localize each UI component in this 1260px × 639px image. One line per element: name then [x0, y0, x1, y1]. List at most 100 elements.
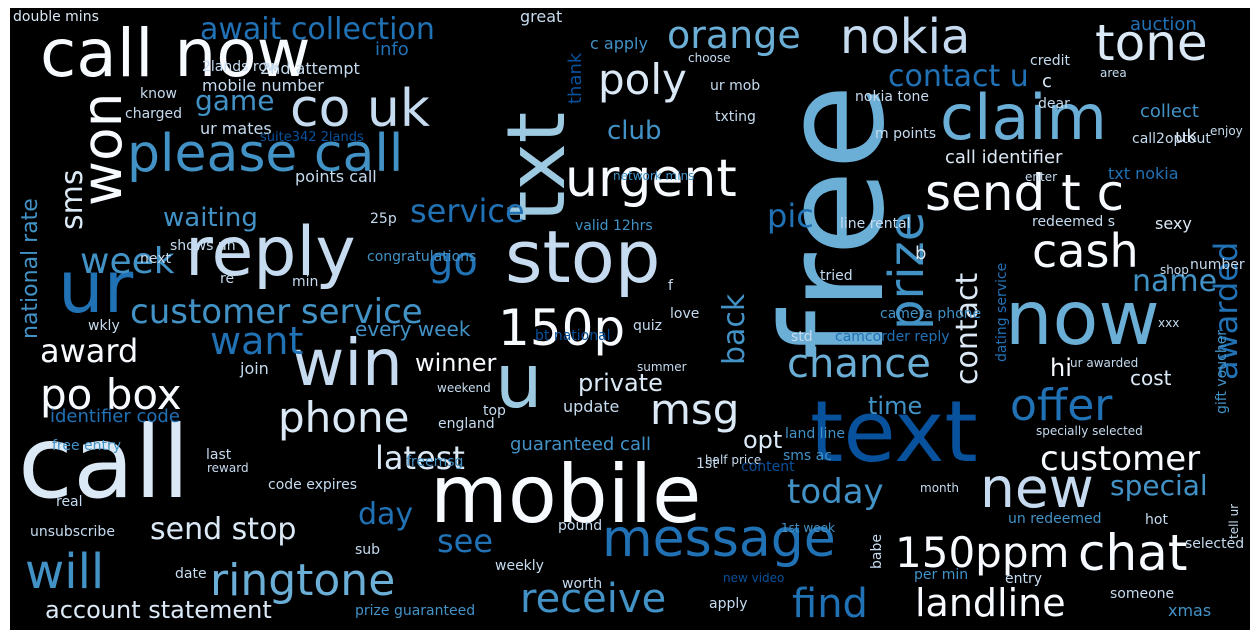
cloud-word: day	[358, 497, 414, 532]
cloud-word: identifier code	[50, 406, 180, 428]
cloud-word: prize guaranteed	[355, 602, 476, 619]
cloud-word: will	[25, 544, 105, 601]
cloud-word: offer	[1010, 379, 1113, 431]
cloud-word: points call	[295, 167, 377, 187]
cloud-word: sms ac	[783, 447, 832, 464]
cloud-word: guaranteed call	[510, 434, 651, 456]
cloud-word: bt national	[535, 327, 611, 344]
cloud-word: mobile	[430, 448, 702, 541]
cloud-word: ur awarded	[1070, 355, 1139, 370]
cloud-word: await collection	[200, 12, 435, 47]
cloud-word: apply	[709, 595, 748, 612]
cloud-word: code expires	[268, 476, 357, 493]
cloud-word: 150p	[498, 299, 626, 357]
cloud-word: pic	[767, 196, 814, 235]
cloud-word: chance	[787, 341, 931, 387]
cloud-word: england	[438, 415, 495, 432]
cloud-word: xxx	[1158, 315, 1180, 330]
cloud-word: weekly	[495, 557, 544, 574]
cloud-word: club	[607, 116, 662, 147]
cloud-word: game	[195, 84, 275, 118]
cloud-word: cost	[1130, 366, 1172, 390]
cloud-word: uk	[1175, 126, 1197, 148]
cloud-word: po box	[40, 369, 182, 419]
cloud-word: now	[1005, 273, 1160, 362]
cloud-word: ur mob	[710, 77, 761, 94]
cloud-word: babe	[869, 533, 885, 569]
cloud-word: date	[175, 565, 207, 582]
cloud-word: landline	[915, 581, 1066, 626]
cloud-word: opt	[743, 425, 783, 454]
cloud-word: network mins	[613, 168, 695, 183]
cloud-word: pound	[558, 517, 603, 534]
cloud-word: m points	[875, 125, 937, 142]
cloud-word: today	[787, 471, 884, 512]
cloud-word: name	[1132, 264, 1218, 299]
cloud-word: contact	[950, 272, 985, 385]
cloud-word: send t c	[925, 164, 1125, 222]
cloud-word: txting	[715, 108, 756, 125]
cloud-word: per min	[914, 566, 969, 583]
cloud-word: phone	[278, 392, 410, 442]
cloud-word: enjoy	[1210, 123, 1243, 138]
cloud-word: call	[18, 404, 190, 521]
cloud-word: 1st	[696, 455, 718, 472]
cloud-word: shows un	[170, 237, 236, 254]
cloud-word: reward	[207, 460, 249, 475]
cloud-word: update	[563, 397, 620, 417]
cloud-word: know	[140, 85, 177, 102]
cloud-word: re	[220, 270, 235, 287]
cloud-word: u	[495, 336, 543, 425]
cloud-word: c	[1042, 71, 1052, 93]
cloud-word: join	[240, 359, 269, 379]
cloud-word: love	[670, 305, 700, 322]
cloud-word: cash	[1032, 224, 1139, 279]
cloud-word: unsubscribe	[30, 523, 115, 540]
cloud-word: every week	[355, 317, 471, 341]
cloud-word: customer	[1040, 438, 1201, 479]
cloud-word: selected	[1185, 535, 1245, 552]
cloud-word: call now	[40, 15, 311, 93]
cloud-word: new video	[723, 570, 785, 585]
cloud-word: un redeemed	[1008, 510, 1102, 527]
cloud-word: std	[791, 328, 813, 345]
cloud-word: chat	[1078, 524, 1188, 582]
cloud-word: suite342 2lands	[260, 129, 364, 145]
cloud-word: nokia	[840, 9, 971, 66]
cloud-word: number	[1190, 256, 1245, 273]
cloud-word: special	[1110, 469, 1208, 503]
cloud-word: dating service	[994, 262, 1010, 362]
cloud-word: reply	[185, 213, 356, 293]
cloud-word: tried	[820, 267, 853, 284]
cloud-word: message	[602, 508, 836, 569]
cloud-word: account statement	[45, 595, 272, 624]
cloud-word: specially selected	[1036, 423, 1143, 438]
cloud-word: redeemed s	[1032, 213, 1116, 230]
cloud-word: f	[668, 277, 673, 294]
cloud-word: win	[292, 326, 403, 401]
cloud-word: collect	[1140, 101, 1199, 123]
cloud-word: top	[483, 402, 506, 419]
cloud-word: c apply	[590, 34, 648, 54]
cloud-word: mobile number	[202, 76, 324, 96]
cloud-word: new	[980, 455, 1094, 520]
cloud-word: stop	[505, 214, 661, 299]
cloud-word: text	[810, 382, 978, 482]
cloud-word: hot	[1145, 511, 1168, 528]
cloud-word: service	[410, 191, 525, 230]
cloud-word: congratulations	[367, 248, 477, 265]
cloud-word: waiting	[163, 203, 258, 234]
cloud-word: go	[428, 239, 478, 285]
cloud-word: sub	[355, 541, 381, 558]
cloud-word: shop	[1160, 262, 1189, 277]
cloud-word: award	[40, 331, 139, 370]
cloud-word: b	[915, 243, 927, 265]
cloud-word: charged	[125, 105, 183, 122]
cloud-word: claim	[940, 80, 1107, 154]
cloud-word: worth	[562, 575, 603, 592]
cloud-word: hi	[1050, 353, 1072, 382]
cloud-word: poly	[598, 54, 687, 104]
cloud-word: call2optout	[1132, 130, 1211, 147]
cloud-word: receive	[520, 576, 667, 622]
cloud-word: valid 12hrs	[575, 217, 653, 234]
